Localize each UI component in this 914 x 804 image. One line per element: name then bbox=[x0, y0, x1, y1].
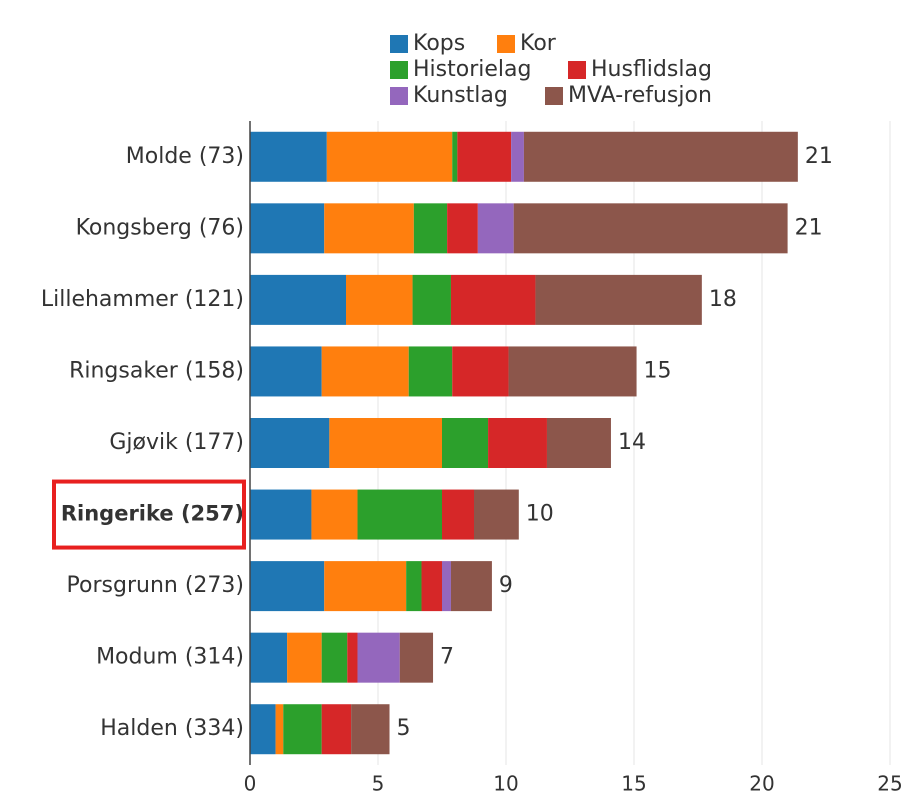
legend-label: Historielag bbox=[413, 57, 531, 82]
bar-segment bbox=[442, 561, 451, 612]
bar-segment bbox=[412, 274, 451, 325]
y-tick-label: Molde (73) bbox=[126, 144, 244, 169]
bar-segment bbox=[311, 489, 358, 540]
highlight-box bbox=[52, 479, 246, 550]
bar-segment bbox=[326, 131, 453, 182]
bar-segment bbox=[250, 489, 312, 540]
bar-segment bbox=[321, 346, 409, 397]
total-label: 21 bbox=[795, 215, 823, 240]
bar-segment bbox=[329, 418, 442, 468]
y-tick-label: Ringerike (257) bbox=[61, 502, 244, 526]
x-tick-label: 10 bbox=[493, 772, 518, 796]
legend-label: Kunstlag bbox=[413, 83, 508, 108]
legend-label: Kops bbox=[413, 31, 465, 56]
legend-label: MVA-refusjon bbox=[568, 83, 712, 108]
legend-label: Husflidslag bbox=[591, 57, 712, 82]
bar-segment bbox=[321, 704, 352, 755]
x-tick-label: 25 bbox=[877, 772, 902, 796]
y-tick-label: Halden (334) bbox=[100, 716, 244, 741]
total-label: 5 bbox=[397, 716, 411, 741]
x-tick-label: 20 bbox=[749, 772, 774, 796]
bar-segment bbox=[347, 632, 358, 683]
legend-label: Kor bbox=[520, 31, 557, 56]
bar-segment bbox=[357, 632, 400, 683]
bar-segment bbox=[250, 274, 346, 325]
bar-segment bbox=[399, 632, 434, 683]
bar-segment bbox=[250, 418, 330, 468]
y-tick-label: Kongsberg (76) bbox=[76, 215, 244, 240]
total-label: 10 bbox=[526, 502, 554, 527]
legend-swatch bbox=[568, 61, 586, 79]
bar-segment bbox=[488, 418, 547, 468]
bar-segment bbox=[452, 346, 509, 397]
x-tick-label: 15 bbox=[621, 772, 646, 796]
bar-segment bbox=[324, 561, 407, 612]
bar-segment bbox=[477, 203, 514, 254]
bar-segment bbox=[413, 203, 448, 254]
bar-segment bbox=[408, 346, 453, 397]
bar-segment bbox=[447, 203, 478, 254]
y-tick-label: Modum (314) bbox=[96, 645, 244, 670]
bar-segment bbox=[421, 561, 442, 612]
bar-segment bbox=[250, 203, 325, 254]
bar-segment bbox=[442, 489, 474, 540]
bar-segment bbox=[321, 632, 348, 683]
total-label: 14 bbox=[618, 430, 646, 455]
legend-swatch bbox=[390, 87, 408, 105]
bar-segment bbox=[250, 704, 276, 755]
bar-segment bbox=[474, 489, 519, 540]
bar-segment bbox=[406, 561, 422, 612]
bar-segment bbox=[324, 203, 414, 254]
y-tick-label: Porsgrunn (273) bbox=[67, 573, 244, 598]
legend-swatch bbox=[497, 35, 515, 53]
bar-segment bbox=[351, 704, 390, 755]
bar-segment bbox=[457, 131, 512, 182]
total-label: 18 bbox=[709, 287, 737, 312]
bar-segment bbox=[287, 632, 322, 683]
bar-segment bbox=[250, 346, 322, 397]
total-label: 21 bbox=[805, 144, 833, 169]
bar-segment bbox=[250, 561, 325, 612]
bar-segment bbox=[513, 203, 788, 254]
y-tick-label: Lillehammer (121) bbox=[41, 287, 244, 312]
legend-swatch bbox=[390, 35, 408, 53]
x-tick-label: 5 bbox=[372, 772, 385, 796]
legend-swatch bbox=[545, 87, 563, 105]
total-label: 7 bbox=[440, 645, 454, 670]
bar-segment bbox=[450, 561, 492, 612]
total-label: 15 bbox=[644, 358, 672, 383]
bar-segment bbox=[283, 704, 322, 755]
bar-segment bbox=[442, 418, 489, 468]
y-tick-label: Ringsaker (158) bbox=[69, 358, 244, 383]
bar-segment bbox=[452, 131, 458, 182]
bar-segment bbox=[250, 131, 327, 182]
bar-segment bbox=[523, 131, 798, 182]
total-label: 9 bbox=[499, 573, 513, 598]
bar-segment bbox=[450, 274, 536, 325]
bar-segment bbox=[546, 418, 611, 468]
x-tick-label: 0 bbox=[244, 772, 257, 796]
bar-segment bbox=[508, 346, 637, 397]
bar-segment bbox=[250, 632, 288, 683]
bar-segment bbox=[275, 704, 284, 755]
bar-segment bbox=[511, 131, 524, 182]
bar-segment bbox=[357, 489, 442, 540]
legend-swatch bbox=[390, 61, 408, 79]
bar-segment bbox=[535, 274, 702, 325]
y-tick-label: Gjøvik (177) bbox=[109, 430, 244, 455]
bar-segment bbox=[346, 274, 413, 325]
